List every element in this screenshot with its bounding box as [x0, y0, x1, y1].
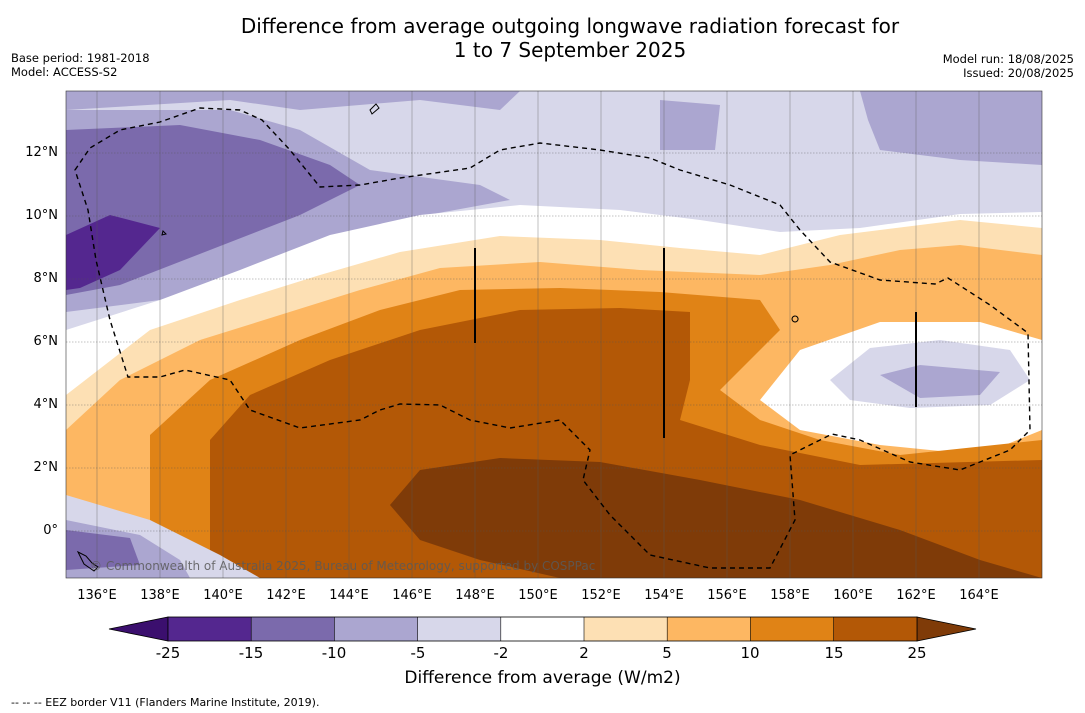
lon-label: 164°E [959, 588, 999, 603]
copyright-notice: © Commonwealth of Australia 2025, Bureau… [90, 559, 596, 573]
colorbar-label: 5 [662, 644, 672, 662]
lon-label: 142°E [266, 588, 306, 603]
lat-gridlines [66, 152, 1042, 532]
colorbar-segment-6 [584, 617, 668, 641]
colorbar-label: 2 [579, 644, 589, 662]
lon-label: 156°E [707, 588, 747, 603]
colorbar [108, 616, 977, 642]
base-period: Base period: 1981-2018 [11, 51, 150, 65]
model-name: Model: ACCESS-S2 [11, 65, 118, 79]
colorbar-title: Difference from average (W/m2) [404, 668, 681, 688]
lon-label: 140°E [203, 588, 243, 603]
colorbar-segment-4 [417, 617, 501, 641]
colorbar-label: -2 [493, 644, 509, 662]
lon-label: 136°E [77, 588, 117, 603]
lat-label: 2°N [33, 460, 59, 475]
colorbar-over-extension [916, 616, 977, 642]
lon-label: 160°E [833, 588, 873, 603]
map-title: Difference from average outgoing longwav… [0, 14, 1085, 62]
map-frame [65, 90, 1043, 579]
colorbar-under-extension [108, 616, 169, 642]
colorbar-label: -25 [155, 644, 181, 662]
colorbar-segment-8 [750, 617, 834, 641]
eez-border [74, 107, 1031, 569]
colorbar-label: -15 [238, 644, 264, 662]
lat-label: 8°N [33, 271, 59, 286]
eez-footnote: -- -- -- EEZ border V11 (Flanders Marine… [11, 696, 320, 709]
lon-label: 148°E [455, 588, 495, 603]
colorbar-label: 10 [740, 644, 760, 662]
colorbar-label: 25 [907, 644, 927, 662]
lat-label: 10°N [25, 208, 58, 223]
lat-label: 0° [43, 523, 58, 538]
colorbar-segment-5 [500, 617, 584, 641]
lon-gridlines [96, 91, 980, 578]
lon-label: 144°E [329, 588, 369, 603]
vertical-markers [474, 248, 917, 438]
model-run: Model run: 18/08/2025 [942, 52, 1074, 66]
colorbar-segment-1 [168, 617, 252, 641]
meta-left: Base period: 1981-2018 Model: ACCESS-S2 [11, 51, 150, 79]
lon-label: 162°E [896, 588, 936, 603]
issued-date: Issued: 20/08/2025 [963, 66, 1074, 80]
lon-label: 150°E [518, 588, 558, 603]
colorbar-segment-7 [667, 617, 751, 641]
lon-label: 154°E [644, 588, 684, 603]
colorbar-label: 15 [824, 644, 844, 662]
island-outlines [76, 103, 799, 572]
meta-right: Model run: 18/08/2025 Issued: 20/08/2025 [943, 52, 1074, 80]
lon-label: 146°E [392, 588, 432, 603]
lon-label: 158°E [770, 588, 810, 603]
title-line-2: 1 to 7 September 2025 [453, 38, 687, 62]
lon-label: 138°E [140, 588, 180, 603]
colorbar-segment-9 [833, 617, 917, 641]
colorbar-segment-2 [251, 617, 335, 641]
olr-anomaly-field [66, 91, 1042, 578]
lat-label: 12°N [25, 145, 58, 160]
lat-label: 4°N [33, 397, 59, 412]
lon-label: 152°E [581, 588, 621, 603]
colorbar-label: -10 [321, 644, 347, 662]
colorbar-segment-3 [334, 617, 418, 641]
colorbar-label: -5 [410, 644, 426, 662]
lat-label: 6°N [33, 334, 59, 349]
title-line-1: Difference from average outgoing longwav… [240, 14, 900, 38]
